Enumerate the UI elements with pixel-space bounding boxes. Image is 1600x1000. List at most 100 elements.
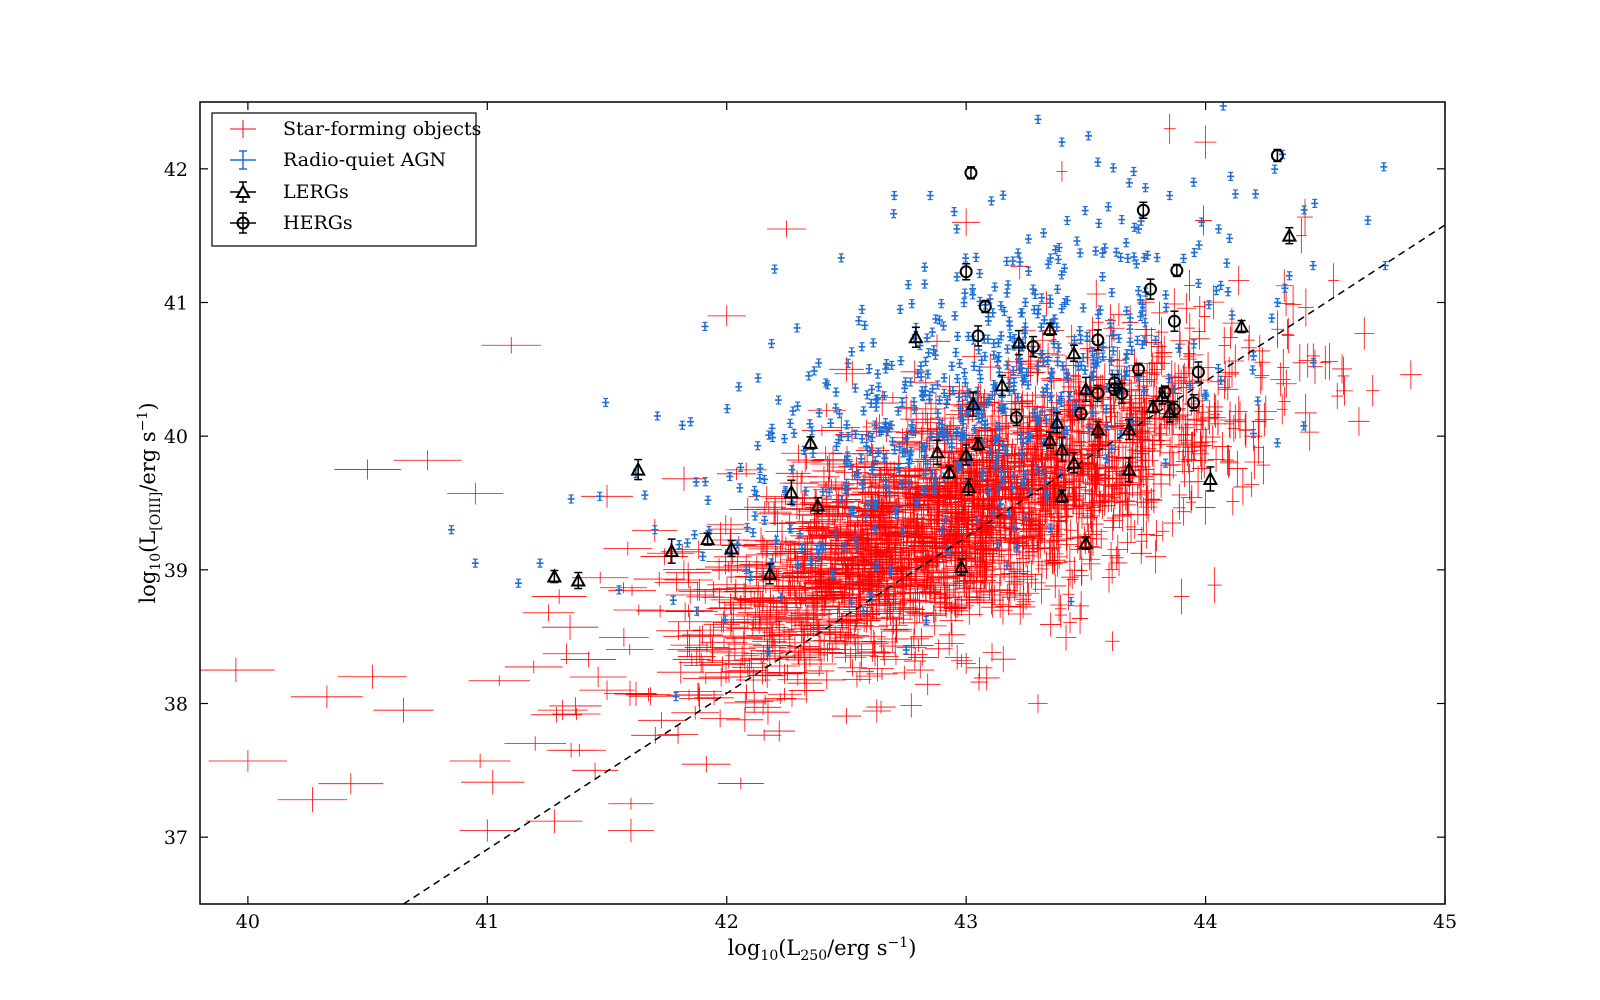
star-forming-point <box>1181 431 1204 455</box>
star-forming-point <box>752 629 787 654</box>
star-forming-point <box>1227 450 1248 487</box>
star-forming-point <box>1164 509 1182 537</box>
star-forming-point <box>1208 394 1224 428</box>
star-forming-point <box>970 673 988 691</box>
star-forming-point <box>814 568 844 591</box>
star-forming-point <box>1026 454 1042 470</box>
star-forming-point <box>861 655 894 682</box>
star-forming-point <box>1082 500 1101 532</box>
star-forming-point <box>900 360 929 384</box>
star-forming-point <box>742 535 784 559</box>
star-forming-point <box>799 592 837 610</box>
star-forming-point <box>675 540 723 559</box>
star-forming-point <box>759 499 792 525</box>
star-forming-point <box>542 643 591 665</box>
star-forming-point <box>1277 290 1296 317</box>
star-forming-point <box>730 589 772 607</box>
star-forming-point <box>1128 504 1147 525</box>
star-forming-point <box>810 455 845 472</box>
star-forming-point <box>993 595 1013 625</box>
star-forming-point <box>939 491 962 518</box>
x-tick-label: 45 <box>1433 911 1457 933</box>
star-forming-point <box>958 515 978 534</box>
star-forming-point <box>1210 413 1226 435</box>
star-forming-point <box>605 644 654 655</box>
star-forming-point <box>930 407 960 430</box>
star-forming-point <box>1048 548 1068 577</box>
star-forming-point <box>950 654 973 668</box>
star-forming-point <box>746 603 788 626</box>
star-forming-point <box>625 688 671 702</box>
star-forming-point <box>724 583 764 600</box>
star-forming-point <box>1046 533 1061 551</box>
star-forming-point <box>944 645 970 670</box>
star-forming-point <box>787 670 823 696</box>
star-forming-point <box>1025 573 1046 593</box>
star-forming-point <box>1016 565 1039 594</box>
star-forming-point <box>818 643 847 663</box>
star-forming-point <box>461 769 525 795</box>
star-forming-point <box>1120 455 1141 486</box>
star-forming-point <box>858 640 892 667</box>
star-forming-point <box>1085 517 1108 546</box>
star-forming-point <box>827 530 863 543</box>
star-forming-point <box>1177 415 1194 440</box>
star-forming-point <box>1038 503 1056 530</box>
star-forming-point <box>713 636 756 661</box>
star-forming-point <box>1189 428 1200 461</box>
star-forming-point <box>834 646 867 668</box>
star-forming-point <box>1022 457 1045 476</box>
star-forming-point <box>1032 423 1047 445</box>
star-forming-point <box>1126 520 1143 539</box>
star-forming-point <box>841 559 874 583</box>
star-forming-point <box>785 514 821 530</box>
star-forming-point <box>1156 520 1170 542</box>
star-forming-point <box>1006 447 1031 470</box>
star-forming-point <box>1120 483 1132 505</box>
star-forming-point <box>1207 446 1225 473</box>
star-forming-point <box>856 607 890 620</box>
star-forming-point <box>1254 360 1270 391</box>
star-forming-point <box>1016 477 1041 494</box>
star-forming-point <box>1114 482 1130 503</box>
star-forming-point <box>1144 460 1164 488</box>
star-forming-point <box>1031 525 1052 544</box>
star-forming-point <box>1088 487 1110 515</box>
star-forming-point <box>721 535 757 556</box>
star-forming-point <box>1281 319 1294 350</box>
star-forming-point <box>1032 529 1046 548</box>
star-forming-point <box>1134 418 1156 446</box>
star-forming-point <box>1101 562 1117 593</box>
star-forming-point <box>744 661 780 685</box>
star-forming-point <box>866 667 898 681</box>
star-forming-point <box>1020 391 1045 422</box>
star-forming-point <box>994 486 1018 507</box>
star-forming-point <box>1082 521 1102 548</box>
star-forming-point <box>765 534 799 552</box>
star-forming-point <box>834 572 865 598</box>
star-forming-point <box>813 629 846 652</box>
star-forming-point <box>1205 393 1224 421</box>
x-tick-label: 42 <box>715 911 739 933</box>
star-forming-point <box>1046 486 1064 510</box>
star-forming-point <box>1152 344 1173 370</box>
star-forming-point <box>1175 456 1194 488</box>
star-forming-point <box>522 604 575 622</box>
star-forming-point <box>678 582 717 601</box>
star-forming-point <box>734 650 769 670</box>
star-forming-point <box>873 462 901 476</box>
star-forming-point <box>801 603 833 626</box>
star-forming-point <box>663 629 712 644</box>
star-forming-point <box>1237 414 1253 446</box>
star-forming-point <box>1033 480 1048 499</box>
star-forming-point <box>780 651 817 665</box>
star-forming-point <box>703 611 744 633</box>
star-forming-point <box>823 577 857 591</box>
star-forming-point <box>890 570 922 596</box>
star-forming-point <box>1188 327 1210 350</box>
star-forming-point <box>750 652 789 666</box>
star-forming-point <box>1185 490 1197 514</box>
star-forming-point <box>1218 375 1231 399</box>
star-forming-point <box>1183 346 1195 368</box>
star-forming-point <box>1354 317 1375 350</box>
